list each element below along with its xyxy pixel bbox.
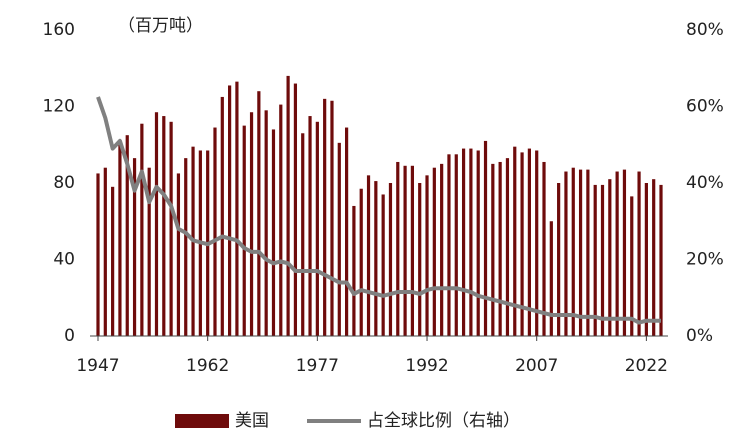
bar bbox=[359, 188, 363, 336]
bar bbox=[103, 167, 107, 336]
bar bbox=[520, 152, 524, 336]
bar bbox=[249, 112, 254, 336]
bar bbox=[491, 163, 495, 336]
bar bbox=[652, 179, 656, 336]
bar bbox=[220, 96, 224, 336]
y-unit-label: （百万吨） bbox=[118, 16, 203, 36]
bar bbox=[403, 165, 407, 336]
bar bbox=[315, 121, 319, 336]
bar bbox=[593, 184, 597, 336]
legend-label: 美国 bbox=[235, 411, 269, 431]
bar bbox=[264, 110, 268, 336]
bar bbox=[396, 161, 400, 336]
bar bbox=[140, 123, 144, 337]
bar bbox=[535, 150, 539, 336]
bar bbox=[381, 194, 385, 336]
bar bbox=[630, 196, 634, 336]
bar bbox=[425, 175, 429, 336]
bar bbox=[162, 116, 166, 336]
bar bbox=[527, 148, 531, 336]
bar bbox=[257, 91, 261, 336]
bar bbox=[366, 175, 371, 336]
bar bbox=[557, 183, 561, 336]
x-tick-label: 1962 bbox=[186, 356, 229, 376]
bar bbox=[447, 154, 451, 336]
bar bbox=[96, 173, 100, 336]
bar bbox=[293, 83, 298, 336]
line bbox=[96, 96, 661, 325]
y2-tick-label: 80% bbox=[686, 20, 724, 40]
bar bbox=[147, 167, 151, 336]
bar bbox=[659, 184, 663, 336]
bar bbox=[644, 183, 648, 336]
legend-label: 占全球比例（右轴） bbox=[367, 411, 520, 431]
y2-tick-label: 60% bbox=[686, 97, 724, 117]
bar bbox=[608, 179, 612, 336]
bar bbox=[571, 167, 575, 336]
bar bbox=[228, 85, 232, 337]
bar bbox=[118, 144, 122, 336]
y-tick-label: 160 bbox=[43, 20, 75, 40]
bar bbox=[352, 205, 356, 336]
bar bbox=[213, 127, 217, 336]
bar bbox=[586, 169, 590, 336]
bar bbox=[564, 171, 568, 336]
bar bbox=[440, 163, 444, 336]
bar bbox=[498, 161, 502, 336]
x-tick-label: 1947 bbox=[76, 356, 119, 376]
bar bbox=[388, 183, 393, 336]
y-tick-label: 0 bbox=[64, 326, 75, 346]
bar bbox=[513, 146, 517, 336]
bar bbox=[125, 135, 129, 336]
y-tick-label: 40 bbox=[53, 250, 75, 270]
bar bbox=[169, 121, 173, 336]
bar bbox=[176, 173, 181, 336]
y-tick-label: 120 bbox=[43, 97, 75, 117]
bar bbox=[374, 181, 378, 336]
bar bbox=[454, 154, 458, 336]
bar bbox=[578, 169, 583, 336]
bar bbox=[111, 186, 115, 336]
bar bbox=[622, 169, 627, 336]
bar bbox=[323, 98, 327, 336]
bar bbox=[242, 125, 246, 336]
bar bbox=[418, 183, 422, 336]
y2-tick-label: 40% bbox=[686, 173, 724, 193]
bar bbox=[132, 158, 137, 336]
y2-tick-label: 0% bbox=[686, 326, 713, 346]
bar bbox=[184, 158, 188, 336]
bar bbox=[235, 81, 239, 336]
bar bbox=[505, 158, 510, 336]
x-tick-label: 2022 bbox=[625, 356, 668, 376]
bar bbox=[410, 165, 415, 336]
bar bbox=[432, 167, 436, 336]
bar bbox=[286, 75, 290, 337]
bar bbox=[337, 142, 341, 336]
bar bbox=[549, 221, 553, 336]
x-tick-label: 1977 bbox=[296, 356, 339, 376]
bar bbox=[542, 161, 546, 336]
y2-tick-label: 20% bbox=[686, 250, 724, 270]
bar bbox=[344, 127, 349, 336]
bar bbox=[600, 184, 605, 336]
x-tick-label: 2007 bbox=[515, 356, 558, 376]
bar bbox=[271, 129, 276, 336]
legend-swatch bbox=[175, 414, 229, 428]
bar bbox=[301, 133, 305, 336]
bar bbox=[615, 171, 619, 336]
bar bbox=[637, 171, 641, 336]
bar bbox=[469, 148, 473, 336]
bar bbox=[308, 116, 312, 336]
bar bbox=[330, 100, 334, 336]
y-tick-label: 80 bbox=[53, 173, 75, 193]
bar bbox=[461, 148, 466, 336]
bar bbox=[476, 150, 480, 336]
x-tick-label: 1992 bbox=[405, 356, 448, 376]
bar bbox=[279, 104, 283, 337]
bar bbox=[483, 140, 488, 336]
bar bbox=[154, 112, 159, 336]
